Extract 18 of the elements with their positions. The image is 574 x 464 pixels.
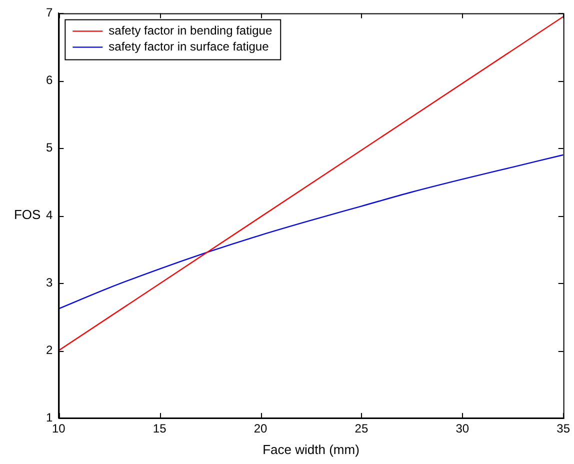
x-tick-label: 20 xyxy=(254,422,268,436)
y-tick-label: 5 xyxy=(46,140,53,154)
y-axis-title: FOS xyxy=(14,207,41,222)
y-tick-label: 7 xyxy=(46,6,53,20)
x-tick-label: 35 xyxy=(556,422,570,436)
x-tick-label: 25 xyxy=(354,422,368,436)
y-tick-label: 4 xyxy=(46,208,53,222)
legend-label: safety factor in surface fatigue xyxy=(108,40,270,54)
x-tick-label: 30 xyxy=(456,422,470,436)
y-tick-label: 1 xyxy=(46,410,53,424)
legend-label: safety factor in bending fatigue xyxy=(108,24,272,38)
x-tick-label: 15 xyxy=(152,422,167,436)
x-tick-label: 10 xyxy=(52,422,66,436)
x-axis-title: Face width (mm) xyxy=(262,442,360,457)
y-tick-label: 6 xyxy=(46,72,53,87)
y-tick-label: 2 xyxy=(46,342,53,357)
line-series xyxy=(58,154,564,310)
y-tick-label: 3 xyxy=(46,275,53,290)
